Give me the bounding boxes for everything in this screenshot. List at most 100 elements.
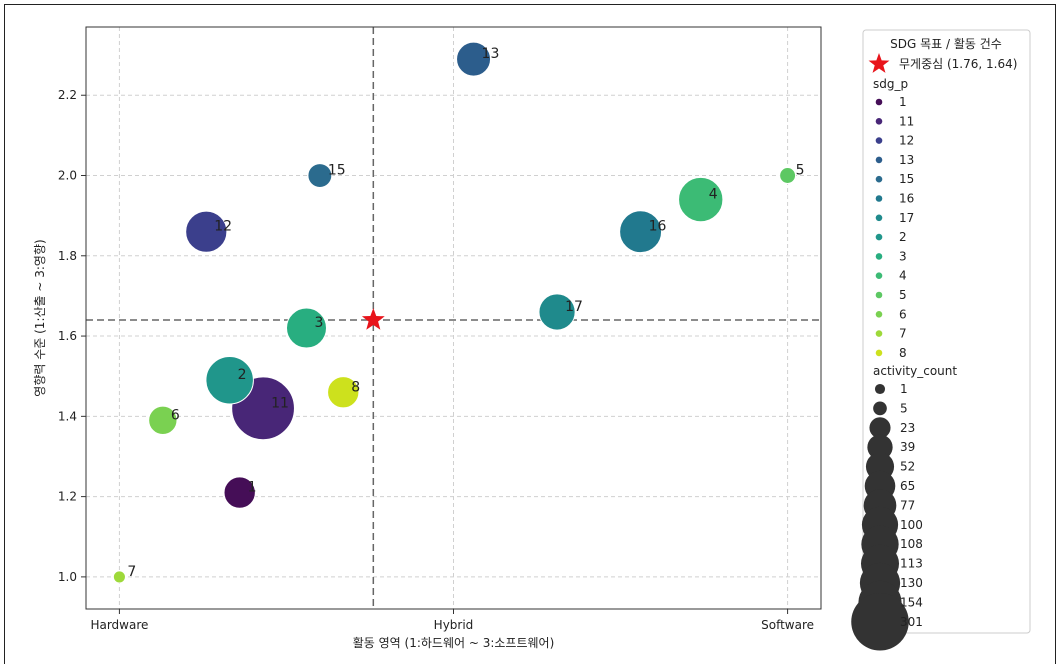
legend-hue-marker-12 [875, 137, 883, 144]
legend-hue-marker-11 [875, 118, 883, 125]
legend-size-label: 5 [900, 401, 908, 415]
y-tick-label: 1.2 [58, 490, 77, 504]
legend-hue-label-13: 13 [899, 153, 914, 167]
legend-title: SDG 목표 / 활동 건수 [890, 37, 1002, 51]
legend-hue-label-6: 6 [899, 307, 907, 321]
legend-size-label: 77 [900, 498, 915, 512]
bubble-sdg-6 [148, 405, 178, 436]
legend-size-label: 1 [900, 382, 908, 396]
bubble-sdg-8 [327, 376, 360, 409]
legend-hue-marker-17 [875, 214, 883, 222]
bubble-label-sdg-3: 3 [315, 315, 324, 331]
legend-hue-marker-13 [875, 156, 883, 164]
bubble-label-sdg-1: 1 [248, 480, 257, 496]
bubble-sdg-2 [205, 355, 254, 405]
legend-hue-marker-15 [875, 175, 883, 183]
bubble-sdg-16 [619, 210, 663, 254]
legend-size-marker [867, 434, 893, 460]
bubble-label-sdg-15: 15 [328, 163, 346, 179]
legend: SDG 목표 / 활동 건수 무게중심 (1.76, 1.64)sdg_p111… [851, 29, 1031, 651]
bubbles [112, 41, 797, 584]
legend-size-label: 154 [900, 595, 923, 609]
legend-hue-label-8: 8 [899, 346, 907, 360]
bubble-label-sdg-8: 8 [351, 379, 360, 395]
x-axis-label: 활동 영역 (1:하드웨어 ~ 3:소프트웨어) [353, 636, 555, 650]
legend-hue-marker-4 [875, 272, 883, 280]
figure-border [4, 4, 1056, 664]
legend-hue-marker-6 [875, 311, 883, 318]
y-tick-label: 1.4 [58, 409, 77, 423]
bubble-sdg-5 [779, 167, 797, 184]
legend-size-label: 23 [900, 421, 915, 435]
legend-hue-marker-2 [875, 233, 883, 241]
legend-hue-title: sdg_p [873, 77, 908, 91]
legend-hue-label-15: 15 [899, 172, 914, 186]
legend-size-label: 130 [900, 576, 923, 590]
bubble-label-sdg-17: 17 [565, 299, 583, 315]
legend-hue-label-16: 16 [899, 192, 914, 206]
legend-size-label: 52 [900, 460, 915, 474]
legend-size-marker [851, 593, 909, 651]
legend-hue-marker-8 [875, 349, 883, 357]
bubble-label-sdg-11: 11 [271, 395, 289, 411]
legend-items: 무게중심 (1.76, 1.64)sdg_p111121315161723456… [851, 53, 1017, 651]
legend-hue-marker-16 [875, 195, 883, 202]
legend-size-marker [874, 383, 886, 395]
bubble-label-sdg-5: 5 [796, 163, 805, 179]
legend-box [862, 29, 1031, 634]
bubble-sdg-1 [223, 476, 256, 509]
legend-hue-label-11: 11 [899, 114, 914, 128]
bubble-sdg-4 [678, 176, 724, 223]
legend-size-label: 65 [900, 479, 915, 493]
legend-size-label: 113 [900, 557, 923, 571]
legend-centroid-star [868, 53, 890, 73]
legend-hue-label-1: 1 [899, 95, 907, 109]
legend-size-label: 301 [900, 615, 923, 629]
y-tick-label: 2.0 [58, 169, 77, 183]
legend-size-label: 39 [900, 440, 915, 454]
y-tick-label: 2.2 [58, 88, 77, 102]
legend-hue-marker-7 [875, 330, 883, 337]
y-tick-label: 1.6 [58, 329, 77, 343]
y-tick-label: 1.8 [58, 249, 77, 263]
bubble-sdg-7 [112, 570, 126, 584]
x-tick-label: Hardware [90, 618, 148, 632]
bubble-label-sdg-7: 7 [127, 564, 136, 580]
axis-ticks: Hardware Hybrid Software 1.0 1.2 1.4 1.6 1.8 2.0… [58, 88, 814, 632]
legend-hue-label-2: 2 [899, 230, 907, 244]
legend-hue-marker-3 [875, 253, 883, 260]
y-tick-label: 1.0 [58, 570, 77, 584]
bubble-label-sdg-13: 13 [482, 46, 500, 62]
legend-hue-label-12: 12 [899, 134, 914, 148]
y-axis-label: 영향력 수준 (1:산출 ~ 3:영향) [33, 239, 47, 396]
legend-size-marker [873, 401, 887, 416]
legend-hue-label-4: 4 [899, 269, 907, 283]
bubble-label-sdg-16: 16 [649, 219, 667, 235]
legend-size-label: 100 [900, 518, 923, 532]
x-tick-label: Software [761, 618, 814, 632]
bubble-sdg-15 [307, 163, 333, 188]
legend-hue-marker-5 [875, 291, 883, 299]
bubble-sdg-3 [286, 307, 327, 349]
legend-hue-label-5: 5 [899, 288, 907, 302]
grid-lines [86, 27, 821, 609]
legend-hue-label-3: 3 [899, 249, 907, 263]
bubble-sdg-17 [538, 293, 576, 331]
legend-size-marker [869, 417, 891, 439]
legend-hue-marker-1 [875, 98, 883, 106]
legend-size-title: activity_count [873, 364, 957, 378]
bubble-label-sdg-6: 6 [171, 407, 180, 423]
bubble-label-sdg-4: 4 [709, 187, 718, 203]
legend-size-label: 108 [900, 537, 923, 551]
bubble-label-sdg-2: 2 [238, 367, 247, 383]
legend-centroid-label: 무게중심 (1.76, 1.64) [899, 57, 1017, 71]
x-tick-label: Hybrid [434, 618, 474, 632]
centroid-star-marker [361, 308, 385, 330]
bubble-sdg-12 [185, 210, 228, 253]
legend-hue-label-17: 17 [899, 211, 914, 225]
bubble-sdg-13 [456, 41, 492, 77]
legend-hue-label-7: 7 [899, 327, 907, 341]
